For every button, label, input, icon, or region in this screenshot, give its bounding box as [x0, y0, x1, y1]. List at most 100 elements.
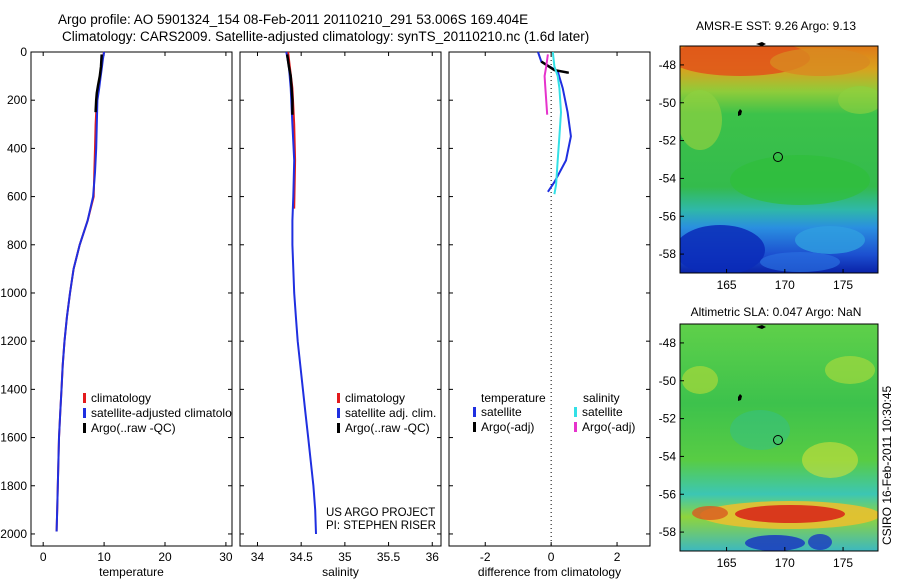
- figure-title-line1: Argo profile: AO 5901324_154 08-Feb-2011…: [58, 12, 529, 27]
- sst-map-frame: [679, 45, 879, 274]
- legend-swatch: [337, 408, 340, 418]
- legend-swatch: [473, 407, 476, 417]
- y-tick-label: 1800: [0, 479, 27, 493]
- y-tick-label: 1600: [0, 431, 27, 445]
- legend-header-salinity: salinity: [583, 391, 620, 405]
- sst-map-image: [680, 46, 878, 273]
- legend-label: climatology: [345, 391, 405, 405]
- legend-swatch: [574, 422, 577, 432]
- series-line-satellite-adj-clim-: [285, 51, 317, 535]
- series-line-satellite-adjusted-climatology: [55, 51, 106, 532]
- y-tick-label: 2000: [0, 527, 27, 541]
- x-tick-label: 34: [251, 550, 265, 564]
- y-tick-label: 400: [7, 141, 27, 155]
- legend-swatch: [83, 408, 86, 418]
- x-tick-label: 0: [40, 550, 47, 564]
- sla-map-title: Altimetric SLA: 0.047 Argo: NaN: [691, 305, 862, 319]
- legend-swatch: [337, 423, 340, 433]
- temperature-axes: 0 10 20 30 0 200 400 600 800 1000 1200 1400 1600 1800…: [0, 45, 244, 579]
- legend-label: Argo(..raw -QC): [345, 421, 430, 435]
- sla-map-ticks: 165 170 175 -48 -50 -52 -54 -56 -58: [659, 336, 854, 570]
- series-line-argo-adj-: [540, 60, 569, 74]
- legend-swatch: [574, 407, 577, 417]
- legend-label: Argo(..raw -QC): [91, 421, 176, 435]
- salinity-plot-frame: [239, 51, 442, 547]
- map-x-tick-label: 175: [833, 278, 853, 292]
- x-axis-label: temperature: [99, 565, 164, 579]
- y-tick-label: 600: [7, 190, 27, 204]
- sla-map-image: [680, 324, 878, 551]
- legend-label: satellite: [582, 405, 623, 419]
- map-x-tick-label: 170: [775, 278, 795, 292]
- y-tick-label: 200: [7, 93, 27, 107]
- temperature-plot-area: 0 10 20 30 0 200 400 600 800 1000 1200 1400 1600 1800…: [0, 45, 244, 579]
- x-tick-label: 35.5: [377, 550, 401, 564]
- y-tick-label: 800: [7, 238, 27, 252]
- x-tick-label: 35: [338, 550, 352, 564]
- project-annotation: PI: STEPHEN RISER: [326, 520, 436, 532]
- x-tick-label: 0: [548, 550, 555, 564]
- legend-label: satellite: [481, 405, 522, 419]
- legend-label: satellite adj. clim.: [345, 406, 436, 420]
- side-timestamp-label: CSIRO 16-Feb-2011 10:30:45: [880, 385, 894, 545]
- x-tick-label: 34.5: [289, 550, 313, 564]
- map-y-tick-label: -48: [659, 336, 677, 350]
- map-y-tick-label: -50: [659, 374, 677, 388]
- series-line-argo-adj-: [543, 54, 549, 115]
- island-marker: [756, 42, 766, 46]
- legend-swatch: [473, 422, 476, 432]
- y-tick-label: 1400: [0, 382, 27, 396]
- series-line-satellite: [551, 51, 563, 195]
- island-marker: [756, 325, 766, 329]
- legend-label: Argo(-adj): [481, 420, 534, 434]
- x-tick-label: 10: [97, 550, 111, 564]
- island-marker: [738, 394, 742, 401]
- series-line-argo-raw-qc-: [285, 54, 294, 115]
- island-marker: [738, 109, 742, 116]
- map-y-tick-label: -48: [659, 58, 677, 72]
- series-line-argo-raw-qc-: [94, 54, 103, 113]
- map-x-tick-label: 165: [717, 278, 737, 292]
- map-y-tick-label: -58: [659, 247, 677, 261]
- legend-swatch: [83, 423, 86, 433]
- map-y-tick-label: -58: [659, 525, 677, 539]
- sst-map-axes: AMSR-E SST: 9.26 Argo: 9.13 165 170 175 -48…: [659, 19, 879, 292]
- map-y-tick-label: -56: [659, 209, 677, 223]
- map-y-tick-label: -54: [659, 171, 677, 185]
- x-axis-label: salinity: [322, 565, 359, 579]
- salinity-plot-area: 34 34.5 35 35.5 36 salinity climatologysatelli…: [240, 51, 441, 579]
- map-y-tick-label: -56: [659, 487, 677, 501]
- y-tick-label: 0: [20, 45, 27, 59]
- x-axis-label: difference from climatology: [478, 565, 621, 579]
- sst-map-title: AMSR-E SST: 9.26 Argo: 9.13: [696, 19, 856, 33]
- x-tick-label: 20: [158, 550, 172, 564]
- x-tick-label: 30: [219, 550, 233, 564]
- sla-profile-location-marker: [773, 435, 783, 445]
- legend-label: satellite-adjusted climatology: [91, 406, 244, 420]
- sst-profile-location-marker: [773, 152, 783, 162]
- difference-plot-frame: [448, 51, 651, 547]
- project-annotation: US ARGO PROJECT: [326, 507, 435, 519]
- legend-label: Argo(-adj): [582, 420, 635, 434]
- map-y-tick-label: -50: [659, 96, 677, 110]
- map-x-tick-label: 165: [717, 556, 737, 570]
- figure-title-line2: Climatology: CARS2009. Satellite-adjuste…: [62, 29, 590, 44]
- x-tick-label: 36: [426, 550, 440, 564]
- map-x-tick-label: 175: [833, 556, 853, 570]
- map-y-tick-label: -52: [659, 412, 677, 426]
- difference-legend: temperature salinitysatelliteArgo(-adj)sa…: [473, 391, 635, 434]
- legend-label: climatology: [91, 391, 151, 405]
- map-y-tick-label: -52: [659, 134, 677, 148]
- sla-map-frame: [679, 323, 879, 552]
- map-y-tick-label: -54: [659, 449, 677, 463]
- map-x-tick-label: 170: [775, 556, 795, 570]
- temperature-plot-frame: [30, 51, 233, 547]
- sst-map-ticks: 165 170 175 -48 -50 -52 -54 -56 -58: [659, 58, 854, 292]
- x-tick-label: 2: [614, 550, 621, 564]
- salinity-axes: 34 34.5 35 35.5 36 salinity climatologysatelli…: [239, 51, 442, 579]
